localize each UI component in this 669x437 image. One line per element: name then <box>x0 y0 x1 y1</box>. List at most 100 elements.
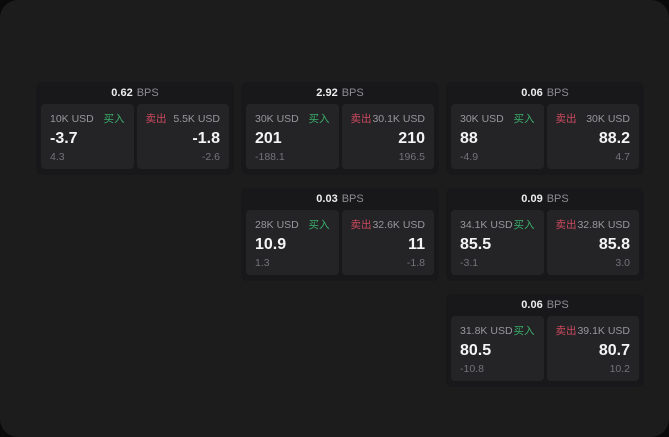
sell-panel[interactable]: 卖出 30.1K USD 210 196.5 <box>341 104 434 169</box>
buy-price: 201 <box>255 129 282 147</box>
sell-delta: 4.7 <box>615 151 630 163</box>
sell-notional: 5.5K USD <box>173 112 220 125</box>
buy-panel-top: 31.8K USD 买入 <box>460 323 535 338</box>
sell-price: 85.8 <box>598 235 630 253</box>
buy-panel[interactable]: 31.8K USD 买入 80.5 -10.8 <box>451 316 544 381</box>
bps-header: 0.06 BPS <box>446 294 644 316</box>
sell-price: 11 <box>408 235 425 253</box>
buy-delta: 1.3 <box>255 257 270 269</box>
bps-value: 2.92 <box>316 87 338 99</box>
buy-notional: 34.1K USD <box>460 218 513 231</box>
buy-delta: -188.1 <box>255 151 285 163</box>
sell-side-label: 卖出 <box>350 219 372 231</box>
sell-side-label: 卖出 <box>555 219 577 231</box>
quote-card-body: 30K USD 买入 201 -188.1 卖出 30.1K USD 210 1… <box>241 104 439 175</box>
bps-header: 0.03 BPS <box>241 188 439 210</box>
sell-notional: 30K USD <box>586 112 630 125</box>
bps-value: 0.06 <box>521 87 543 99</box>
sell-panel-top: 卖出 30K USD <box>556 111 631 126</box>
quote-card: 0.03 BPS 28K USD 买入 10.9 1.3 卖出 32.6K US… <box>241 188 439 281</box>
quote-card-body: 10K USD 买入 -3.7 4.3 卖出 5.5K USD -1.8 -2.… <box>36 104 234 175</box>
buy-side-label: 买入 <box>513 113 535 125</box>
bps-unit: BPS <box>341 193 364 205</box>
quote-card: 0.06 BPS 31.8K USD 买入 80.5 -10.8 卖出 39.1… <box>446 294 644 387</box>
buy-notional: 30K USD <box>255 112 299 125</box>
sell-side-label: 卖出 <box>350 113 372 125</box>
buy-panel-top: 30K USD 买入 <box>255 111 330 126</box>
buy-side-label: 买入 <box>103 113 125 125</box>
quote-card: 0.62 BPS 10K USD 买入 -3.7 4.3 卖出 5.5K USD <box>36 82 234 175</box>
bps-unit: BPS <box>546 193 569 205</box>
quote-card-body: 31.8K USD 买入 80.5 -10.8 卖出 39.1K USD 80.… <box>446 316 644 387</box>
bps-value: 0.62 <box>111 87 133 99</box>
sell-price: 210 <box>398 129 425 147</box>
buy-notional: 28K USD <box>255 218 299 231</box>
buy-panel[interactable]: 28K USD 买入 10.9 1.3 <box>246 210 339 275</box>
buy-delta: -10.8 <box>460 363 484 375</box>
buy-delta: -4.9 <box>460 151 479 163</box>
bps-unit: BPS <box>546 87 569 99</box>
sell-delta: 3.0 <box>615 257 630 269</box>
buy-panel-top: 34.1K USD 买入 <box>460 217 535 232</box>
bps-value: 0.03 <box>316 193 338 205</box>
quote-card-grid: 0.62 BPS 10K USD 买入 -3.7 4.3 卖出 5.5K USD <box>36 82 644 387</box>
buy-price: 88 <box>460 129 478 147</box>
bps-value: 0.09 <box>521 193 543 205</box>
sell-notional: 32.8K USD <box>577 218 630 231</box>
buy-panel[interactable]: 30K USD 买入 88 -4.9 <box>451 104 544 169</box>
buy-panel-top: 30K USD 买入 <box>460 111 535 126</box>
sell-panel[interactable]: 卖出 32.6K USD 11 -1.8 <box>341 210 434 275</box>
buy-panel[interactable]: 10K USD 买入 -3.7 4.3 <box>41 104 134 169</box>
buy-side-label: 买入 <box>513 325 535 337</box>
sell-delta: 196.5 <box>398 151 425 163</box>
buy-panel[interactable]: 34.1K USD 买入 85.5 -3.1 <box>451 210 544 275</box>
bps-header: 0.06 BPS <box>446 82 644 104</box>
quote-card: 0.06 BPS 30K USD 买入 88 -4.9 卖出 30K USD <box>446 82 644 175</box>
buy-price: 85.5 <box>460 235 492 253</box>
buy-notional: 31.8K USD <box>460 324 513 337</box>
sell-notional: 32.6K USD <box>372 218 425 231</box>
buy-delta: 4.3 <box>50 151 65 163</box>
sell-panel-top: 卖出 39.1K USD <box>556 323 631 338</box>
sell-panel[interactable]: 卖出 30K USD 88.2 4.7 <box>546 104 639 169</box>
quote-card-body: 30K USD 买入 88 -4.9 卖出 30K USD 88.2 4.7 <box>446 104 644 175</box>
sell-delta: -2.6 <box>201 151 220 163</box>
buy-notional: 10K USD <box>50 112 94 125</box>
bps-unit: BPS <box>136 87 159 99</box>
buy-price: -3.7 <box>50 129 78 147</box>
sell-price: -1.8 <box>192 129 220 147</box>
buy-panel-top: 28K USD 买入 <box>255 217 330 232</box>
quote-card-body: 28K USD 买入 10.9 1.3 卖出 32.6K USD 11 -1.8 <box>241 210 439 281</box>
buy-delta: -3.1 <box>460 257 479 269</box>
sell-delta: -1.8 <box>406 257 425 269</box>
sell-side-label: 卖出 <box>145 113 167 125</box>
sell-panel-top: 卖出 32.6K USD <box>351 217 426 232</box>
sell-price: 80.7 <box>598 341 630 359</box>
sell-panel-top: 卖出 30.1K USD <box>351 111 426 126</box>
sell-side-label: 卖出 <box>555 113 577 125</box>
sell-panel[interactable]: 卖出 39.1K USD 80.7 10.2 <box>546 316 639 381</box>
sell-panel-top: 卖出 32.8K USD <box>556 217 631 232</box>
buy-price: 80.5 <box>460 341 492 359</box>
buy-price: 10.9 <box>255 235 287 253</box>
bps-header: 2.92 BPS <box>241 82 439 104</box>
quote-card: 2.92 BPS 30K USD 买入 201 -188.1 卖出 30.1K … <box>241 82 439 175</box>
buy-side-label: 买入 <box>308 219 330 231</box>
sell-panel-top: 卖出 5.5K USD <box>146 111 221 126</box>
sell-panel[interactable]: 卖出 32.8K USD 85.8 3.0 <box>546 210 639 275</box>
sell-side-label: 卖出 <box>555 325 577 337</box>
quote-card: 0.09 BPS 34.1K USD 买入 85.5 -3.1 卖出 32.8K… <box>446 188 644 281</box>
bps-value: 0.06 <box>521 299 543 311</box>
sell-notional: 30.1K USD <box>372 112 425 125</box>
bps-unit: BPS <box>546 299 569 311</box>
sell-delta: 10.2 <box>609 363 630 375</box>
bps-unit: BPS <box>341 87 364 99</box>
sell-notional: 39.1K USD <box>577 324 630 337</box>
sell-panel[interactable]: 卖出 5.5K USD -1.8 -2.6 <box>136 104 229 169</box>
buy-side-label: 买入 <box>308 113 330 125</box>
buy-side-label: 买入 <box>513 219 535 231</box>
buy-panel[interactable]: 30K USD 买入 201 -188.1 <box>246 104 339 169</box>
sell-price: 88.2 <box>598 129 630 147</box>
bps-header: 0.09 BPS <box>446 188 644 210</box>
